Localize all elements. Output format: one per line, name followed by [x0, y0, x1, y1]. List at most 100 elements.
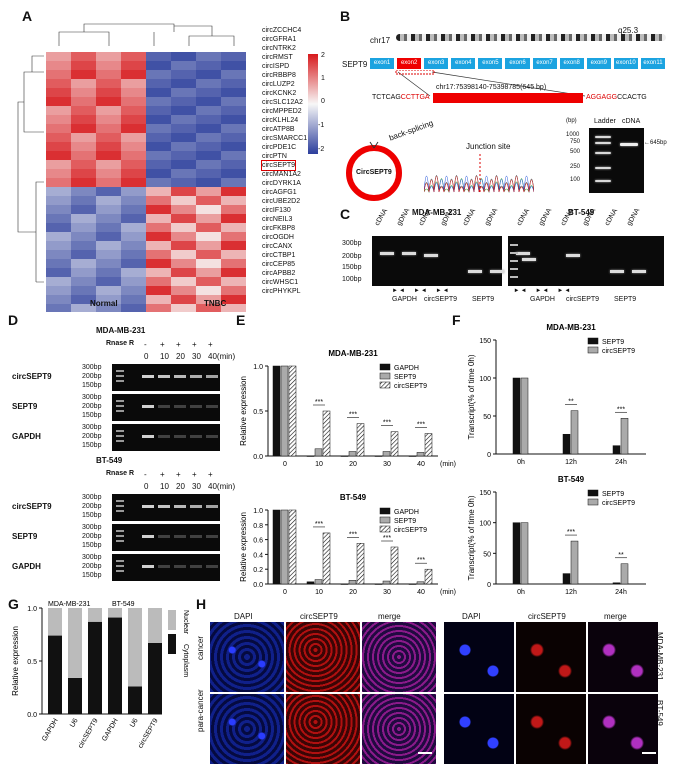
d-band	[174, 435, 186, 438]
chart-title: MDA-MB-231	[328, 349, 378, 358]
heatmap-cell	[121, 286, 146, 295]
heatmap-cell	[121, 241, 146, 250]
h-img-cell	[516, 622, 586, 692]
legend-label: circSEPT9	[394, 527, 427, 534]
heatmap-cell	[221, 106, 246, 115]
bar-circSEPT9	[520, 522, 529, 585]
bar-SEPT9	[348, 580, 357, 585]
x-tick-label: circSEPT9	[77, 717, 100, 749]
y-tick-label: 0.4	[253, 552, 263, 559]
d-sign: +	[208, 470, 213, 479]
heatmap-cell	[221, 259, 246, 268]
heatmap-cell	[171, 205, 196, 214]
heatmap-cell	[196, 97, 221, 106]
d-time: 20	[176, 352, 185, 361]
bar-SEPT9	[280, 509, 289, 585]
gene-label: circPDE1C	[262, 144, 297, 151]
heatmap-cell	[196, 52, 221, 61]
heatmap-cell	[71, 286, 96, 295]
exon-box: exon6	[505, 57, 530, 69]
heatmap-cell	[171, 250, 196, 259]
y-tick-label: 0.0	[253, 582, 263, 589]
exon-box: exon1	[370, 57, 395, 69]
d-row-label: GAPDH	[12, 432, 41, 441]
heatmap-cell	[121, 61, 146, 70]
bar-GAPDH	[272, 509, 281, 585]
heatmap-cell	[196, 61, 221, 70]
heatmap-cell	[46, 169, 71, 178]
d-band	[142, 505, 154, 508]
heatmap-cell	[171, 196, 196, 205]
gene-label: circWHSC1	[262, 279, 299, 286]
panel-d-label: D	[8, 312, 19, 328]
heatmap-color-legend	[308, 54, 318, 154]
heatmap-cell	[196, 223, 221, 232]
x-tick-label: U6	[129, 717, 140, 728]
gel-mark-250: 250	[570, 164, 581, 170]
heatmap-cell	[96, 52, 121, 61]
heatmap-cell	[171, 70, 196, 79]
gene-label: circKCNK2	[262, 90, 297, 97]
d-time: 30	[192, 352, 201, 361]
d-band	[206, 405, 218, 408]
heatmap-cell	[196, 196, 221, 205]
heatmap-cell	[71, 214, 96, 223]
d-band	[142, 405, 154, 408]
scale-bar	[418, 752, 432, 754]
gel-band	[632, 270, 646, 273]
c-target-circ-2: circSEPT9	[566, 296, 600, 303]
x-tick-label: 20	[349, 589, 357, 596]
c-target-sept9-1: SEPT9	[472, 296, 495, 303]
h-row-paracancer: para-cancer	[196, 689, 205, 732]
heatmap-cell	[96, 178, 121, 187]
d-row-label: circSEPT9	[12, 502, 52, 511]
gene-label: circAPBB2	[262, 270, 296, 277]
gene-label: circISPD	[262, 63, 290, 70]
bar-circSEPT9	[390, 546, 399, 585]
bar-circSEPT9	[288, 365, 297, 457]
d-band	[206, 435, 218, 438]
gene-label: circCTBP1	[262, 252, 296, 259]
heatmap-cell	[96, 250, 121, 259]
d-marker: 300bp	[82, 494, 102, 501]
bar-GAPDH	[408, 455, 417, 457]
d-band	[206, 535, 218, 538]
heatmap-cell	[46, 79, 71, 88]
y-tick-label: 0.2	[253, 567, 263, 574]
heatmap-cell	[96, 97, 121, 106]
heatmap-cell	[46, 232, 71, 241]
d-ladder	[116, 530, 124, 544]
heatmap-cell	[96, 79, 121, 88]
exon-box: exon10	[613, 57, 638, 69]
heatmap-cell	[221, 124, 246, 133]
gene-label: circPHYKPL	[262, 288, 301, 295]
d-marker: 150bp	[82, 572, 102, 579]
bar-SEPT9	[612, 582, 621, 585]
gene-label: circSLC12A2	[262, 99, 303, 106]
d-marker: 200bp	[82, 563, 102, 570]
gel-b-ladder-250	[595, 167, 611, 169]
exon-box: exon5	[478, 57, 503, 69]
legend-swatch	[379, 516, 391, 524]
bar-Nuclear	[88, 608, 102, 622]
d-band	[174, 505, 186, 508]
d-row-label: circSEPT9	[12, 372, 52, 381]
heatmap-cell	[171, 97, 196, 106]
heatmap-cell	[146, 133, 171, 142]
ladder-band	[510, 276, 518, 278]
d-gel	[112, 554, 220, 581]
d-band	[190, 565, 202, 568]
sig-label: ***	[383, 535, 391, 542]
gel-header-bp: (bp)	[566, 118, 577, 124]
x-tick-label: 30	[383, 589, 391, 596]
heatmap-cell	[196, 304, 221, 312]
heatmap-cell	[46, 205, 71, 214]
y-tick-label: 1.0	[253, 364, 263, 371]
d-time: 0	[144, 352, 149, 361]
x-tick-label: 0	[283, 461, 287, 468]
x-tick-label: 30	[383, 461, 391, 468]
heatmap-cell	[196, 232, 221, 241]
x-tick-label: 10	[315, 589, 323, 596]
c-marker-200: 200bp	[342, 253, 362, 260]
bar-SEPT9	[348, 451, 357, 457]
